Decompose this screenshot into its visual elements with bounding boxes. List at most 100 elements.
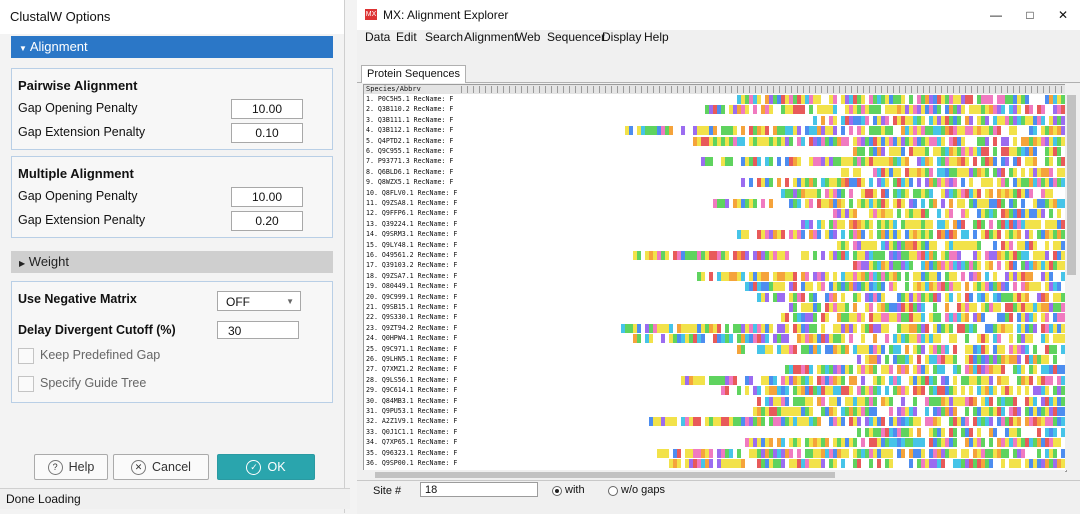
sequence-residues[interactable] — [461, 313, 1066, 325]
sequence-residues[interactable] — [461, 157, 1066, 169]
ma-gap-extension-input[interactable]: 0.20 — [231, 211, 303, 231]
sequence-residues[interactable] — [461, 188, 1066, 201]
sequence-residues[interactable] — [461, 386, 1066, 398]
sequence-name[interactable]: 30. Q84MB3.1 RecName: F — [366, 396, 458, 405]
sequence-residues[interactable] — [461, 323, 1066, 336]
sequence-row[interactable]: 15. Q9LY48.1 RecName: F — [364, 240, 1066, 250]
help-button[interactable]: ? Help — [34, 454, 108, 480]
sequence-row[interactable]: 13. Q39224.1 RecName: F — [364, 219, 1066, 232]
sequence-name[interactable]: 21. Q9SB15.1 RecName: F — [366, 303, 458, 311]
delay-input[interactable]: 30 — [217, 321, 299, 339]
sequence-residues[interactable] — [461, 178, 1066, 190]
sequence-name[interactable]: 25. Q9C971.1 RecName: F — [366, 344, 458, 353]
menu-web[interactable]: Web — [516, 30, 541, 44]
sequence-row[interactable]: 25. Q9C971.1 RecName: F — [364, 344, 1066, 357]
sequence-name[interactable]: 29. Q9C614.1 RecName: F — [366, 386, 458, 395]
sequence-residues[interactable] — [461, 344, 1066, 357]
sequence-residues[interactable] — [461, 459, 1066, 471]
sequence-row[interactable]: 1. P0C5H5.1 RecName: F — [364, 95, 1066, 104]
sequence-name[interactable]: 7. P93771.3 RecName: F — [366, 157, 454, 166]
alignment-section-header[interactable]: ▼ Alignment — [11, 36, 333, 58]
sequence-name[interactable]: 13. Q39224.1 RecName: F — [366, 219, 458, 228]
sequence-residues[interactable] — [461, 126, 1066, 138]
sequence-name[interactable]: 24. Q0HPW4.1 RecName: F — [366, 334, 458, 343]
sequence-row[interactable]: 17. Q39103.2 RecName: F — [364, 261, 1066, 273]
sequence-row[interactable]: 8. Q6BLD6.1 RecName: F — [364, 167, 1066, 180]
pw-gap-extension-input[interactable]: 0.10 — [231, 123, 303, 143]
sequence-row[interactable]: 32. A2Z1V9.1 RecName: F — [364, 417, 1066, 429]
vertical-scroll-thumb[interactable] — [1067, 95, 1076, 275]
sequence-row[interactable]: 12. Q9FFP6.1 RecName: F — [364, 209, 1066, 219]
sequence-name[interactable]: 3. Q3B111.1 RecName: F — [366, 115, 454, 124]
sequence-row[interactable]: 33. Q0J1C1.1 RecName: F — [364, 427, 1066, 437]
sequence-residues[interactable] — [461, 282, 1066, 294]
sequence-name[interactable]: 15. Q9LY48.1 RecName: F — [366, 240, 458, 249]
menu-alignment[interactable]: Alignment — [464, 30, 518, 44]
sequence-residues[interactable] — [461, 95, 1066, 107]
sequence-row[interactable]: 18. Q9ZSA7.1 RecName: F — [364, 271, 1066, 281]
sequence-residues[interactable] — [461, 199, 1066, 211]
sequence-row[interactable]: 26. Q9LHN5.1 RecName: F — [364, 355, 1066, 364]
sequence-row[interactable]: 16. O49561.2 RecName: F — [364, 251, 1066, 260]
sequence-name[interactable]: 10. Q8FLV0.1 RecName: F — [366, 188, 458, 197]
keep-gap-checkbox[interactable] — [18, 348, 34, 364]
site-number-input[interactable]: 18 — [420, 482, 538, 497]
sequence-name[interactable]: 11. Q9ZSA8.1 RecName: F — [366, 199, 458, 207]
sequence-name[interactable]: 32. A2Z1V9.1 RecName: F — [366, 417, 458, 426]
sequence-name[interactable]: 17. Q39103.2 RecName: F — [366, 261, 458, 270]
alignment-grid[interactable]: Species/Abbrv 1. P0C5H5.1 RecName: F 2. Q… — [363, 84, 1067, 472]
sequence-row[interactable]: 20. Q9C999.1 RecName: F — [364, 292, 1066, 305]
sequence-name[interactable]: 34. Q7XP65.1 RecName: F — [366, 438, 458, 447]
sequence-residues[interactable] — [461, 147, 1066, 159]
tab-protein-sequences[interactable]: Protein Sequences — [361, 65, 466, 83]
sequence-row[interactable]: 4. Q3B112.1 RecName: F — [364, 126, 1066, 138]
menu-help[interactable]: Help — [644, 30, 669, 44]
sequence-residues[interactable] — [461, 292, 1066, 305]
sequence-name[interactable]: 8. Q6BLD6.1 RecName: F — [366, 167, 454, 176]
sequence-residues[interactable] — [461, 261, 1066, 273]
sequence-row[interactable]: 9. Q8WZX5.1 RecName: F — [364, 178, 1066, 190]
maximize-icon[interactable]: □ — [1026, 8, 1034, 22]
sequence-residues[interactable] — [461, 303, 1066, 315]
sequence-row[interactable]: 5. Q4PTD2.1 RecName: F — [364, 136, 1066, 149]
menu-search[interactable]: Search — [425, 30, 464, 44]
sequence-residues[interactable] — [461, 407, 1066, 419]
sequence-row[interactable]: 28. Q9LS56.1 RecName: F — [364, 375, 1066, 388]
sequence-name[interactable]: 27. Q7XMZ1.2 RecName: F — [366, 365, 458, 374]
ma-gap-opening-input[interactable]: 10.00 — [231, 187, 303, 207]
sequence-name[interactable]: 6. Q9C955.1 RecName: F — [366, 147, 454, 155]
sequence-name[interactable]: 20. Q9C999.1 RecName: F — [366, 292, 458, 301]
sequence-residues[interactable] — [461, 230, 1066, 242]
sequence-row[interactable]: 22. Q9S330.1 RecName: F — [364, 313, 1066, 325]
sequence-name[interactable]: 4. Q3B112.1 RecName: F — [366, 126, 454, 135]
sequence-row[interactable]: 36. Q9SP00.1 RecName: F — [364, 459, 1066, 468]
sequence-name[interactable]: 9. Q8WZX5.1 RecName: F — [366, 178, 454, 187]
sequence-residues[interactable] — [461, 365, 1066, 377]
sequence-name[interactable]: 31. Q9PU53.1 RecName: F — [366, 407, 458, 415]
radio-without-gaps[interactable] — [608, 486, 618, 496]
horizontal-scroll-thumb[interactable] — [375, 472, 835, 478]
sequence-name[interactable]: 19. O80449.1 RecName: F — [366, 282, 458, 291]
sequence-row[interactable]: 10. Q8FLV0.1 RecName: F — [364, 188, 1066, 201]
sequence-residues[interactable] — [461, 375, 1066, 388]
menu-data[interactable]: Data — [365, 30, 391, 44]
radio-with-gaps[interactable] — [552, 486, 562, 496]
sequence-residues[interactable] — [461, 219, 1066, 232]
sequence-row[interactable]: 31. Q9PU53.1 RecName: F — [364, 407, 1066, 416]
sequence-row[interactable]: 24. Q0HPW4.1 RecName: F — [364, 334, 1066, 346]
sequence-residues[interactable] — [461, 417, 1066, 429]
sequence-row[interactable]: 30. Q84MB3.1 RecName: F — [364, 396, 1066, 406]
sequence-residues[interactable] — [461, 167, 1066, 180]
sequence-row[interactable]: 2. Q3B110.2 RecName: F — [364, 105, 1066, 117]
sequence-name[interactable]: 28. Q9LS56.1 RecName: F — [366, 375, 458, 384]
sequence-residues[interactable] — [461, 334, 1066, 346]
sequence-name[interactable]: 14. Q9SRM3.1 RecName: F — [366, 230, 458, 239]
sequence-row[interactable]: 19. O80449.1 RecName: F — [364, 282, 1066, 294]
sequence-residues[interactable] — [461, 136, 1066, 149]
sequence-row[interactable]: 27. Q7XMZ1.2 RecName: F — [364, 365, 1066, 377]
sequence-residues[interactable] — [461, 105, 1066, 117]
sequence-residues[interactable] — [461, 438, 1066, 450]
sequence-name[interactable]: 33. Q0J1C1.1 RecName: F — [366, 427, 458, 436]
sequence-name[interactable]: 12. Q9FFP6.1 RecName: F — [366, 209, 458, 218]
close-icon[interactable]: ✕ — [1057, 8, 1069, 22]
